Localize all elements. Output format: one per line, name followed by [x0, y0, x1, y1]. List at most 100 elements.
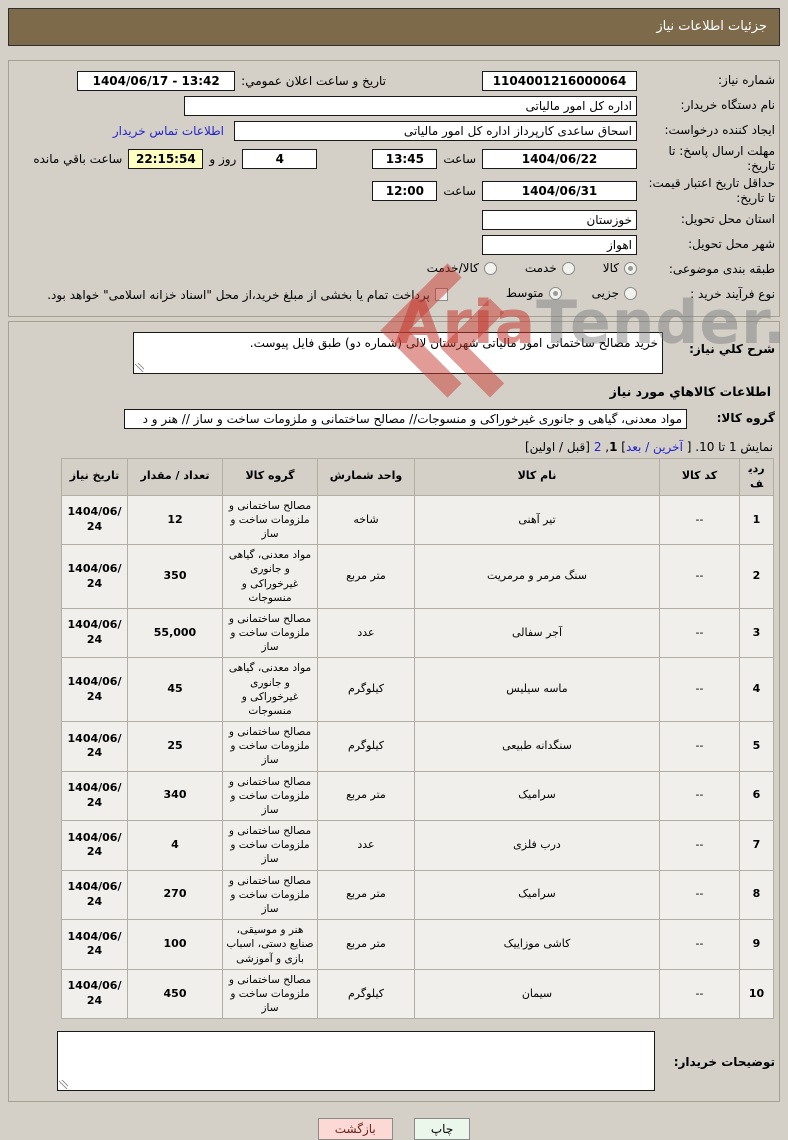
notes-textarea[interactable]: [57, 1031, 655, 1092]
radio-option[interactable]: خدمت: [525, 261, 575, 275]
print-button[interactable]: چاپ: [413, 1118, 471, 1140]
table-cell: 340: [127, 770, 223, 822]
treasury-checkbox[interactable]: [434, 288, 448, 301]
radio-option[interactable]: جزیی: [592, 286, 637, 300]
validity-time-field[interactable]: 12:00: [372, 181, 438, 201]
table-cell: 1404/06/24: [61, 968, 128, 1020]
goods-table-header-cell: نام کالا: [414, 458, 660, 496]
table-cell: سرامیک: [414, 869, 660, 921]
deadline-date-field[interactable]: 1404/06/22: [482, 149, 637, 169]
table-cell: 8: [739, 869, 774, 921]
validity-hour-label: ساعت: [443, 184, 476, 198]
pagination-showing: نمایش 1 تا 10.: [695, 440, 773, 454]
need-number-field[interactable]: 1104001216000064: [482, 70, 637, 91]
back-button[interactable]: بازگشت: [317, 1118, 393, 1140]
description-textarea[interactable]: خرید مصالح ساختمانی امور مالیاتی شهرستان…: [133, 332, 663, 374]
need-number-label: شماره نیاز:: [718, 73, 775, 87]
table-cell: عدد: [317, 820, 415, 871]
goods-table-header-cell: کد کالا: [659, 458, 740, 496]
province-field[interactable]: خوزستان: [482, 209, 637, 230]
table-row: 8 -- سرامیک متر مربع مصالح ساختمانی و ملزوما…: [61, 869, 774, 921]
goods-section-title: اطلاعات کالاهاي مورد نیاز: [609, 384, 771, 399]
table-row: 5 -- سنگدانه طبیعی کیلوگرم مصالح ساختمانی و …: [61, 721, 774, 772]
pagination-last-next-link[interactable]: آخرین / بعد: [625, 440, 683, 454]
page-title: جزئیات اطلاعات نیاز: [8, 8, 780, 46]
table-cell: مصالح ساختمانی و ملزومات ساخت و ساز: [222, 770, 318, 822]
request-info-panel: شماره نیاز: 1104001216000064 تاریخ و ساع…: [8, 60, 780, 317]
table-cell: --: [659, 820, 740, 871]
pagination-page-2-link[interactable]: 2: [593, 440, 602, 454]
radio-button-icon[interactable]: [561, 261, 575, 275]
table-cell: مصالح ساختمانی و ملزومات ساخت و ساز: [222, 968, 318, 1020]
creator-field[interactable]: اسحاق ساعدی کارپرداز اداره کل امور مالیا…: [234, 120, 637, 141]
buyer-org-row: نام دستگاه خریدار: اداره کل امور مالیاتی: [13, 94, 775, 117]
table-row: 4 -- ماسه سیلیس کیلوگرم مواد معدنی، گیاهی و …: [61, 657, 774, 723]
deadline-label: مهلت ارسال پاسخ: تا تاریخ:: [668, 144, 775, 173]
table-cell: کیلوگرم: [317, 968, 415, 1020]
table-cell: مصالح ساختمانی و ملزومات ساخت و ساز: [222, 494, 318, 546]
classification-radio-group: کالا خدمت کالا/خدمت: [399, 261, 637, 278]
table-cell: --: [659, 607, 740, 659]
table-cell: 6: [739, 770, 774, 822]
buyer-org-field[interactable]: اداره کل امور مالیاتی: [184, 95, 637, 116]
goods-table-header-cell: ردیف: [739, 458, 774, 496]
validity-row: حداقل تاریخ اعتبار قیمت: تا تاریخ: 1404/…: [13, 176, 775, 206]
table-cell: 10: [739, 968, 774, 1020]
table-cell: --: [659, 494, 740, 546]
radio-option[interactable]: متوسط: [506, 286, 562, 300]
radio-button-icon[interactable]: [483, 261, 497, 275]
city-label: شهر محل تحویل:: [688, 237, 775, 251]
goods-table-header-cell: واحد شمارش: [317, 458, 415, 496]
deadline-time-field[interactable]: 13:45: [372, 149, 438, 169]
radio-option[interactable]: کالا/خدمت: [427, 261, 497, 275]
table-row: 6 -- سرامیک متر مربع مصالح ساختمانی و ملزوما…: [61, 770, 774, 822]
table-cell: مصالح ساختمانی و ملزومات ساخت و ساز: [222, 869, 318, 921]
radio-option-label: متوسط: [505, 286, 544, 301]
city-row: شهر محل تحویل: اهواز: [13, 233, 775, 256]
city-field[interactable]: اهواز: [482, 234, 637, 255]
announce-datetime-field[interactable]: 1404/06/17 - 13:42: [77, 70, 236, 91]
table-cell: کاشی موزاییک: [414, 919, 660, 970]
table-cell: 55,000: [127, 607, 223, 659]
table-cell: مواد معدنی، گیاهی و جانوری غیرخوراکی و م…: [222, 544, 318, 609]
creator-label: ایجاد کننده درخواست:: [664, 123, 775, 137]
table-cell: 350: [127, 544, 223, 609]
resize-grip-icon[interactable]: [59, 1080, 68, 1090]
table-cell: 1: [739, 494, 774, 546]
table-cell: --: [659, 657, 740, 723]
buyer-contact-link[interactable]: اطلاعات تماس خریدار: [112, 123, 224, 138]
table-cell: مواد معدنی، گیاهی و جانوری غیرخوراکی و م…: [222, 657, 318, 723]
table-cell: کیلوگرم: [317, 657, 415, 723]
buyer-org-label: نام دستگاه خریدار:: [680, 98, 776, 112]
table-cell: 7: [739, 820, 774, 871]
table-cell: 3: [739, 607, 774, 659]
goods-table-header-cell: تعداد / مقدار: [127, 458, 223, 496]
table-cell: 1404/06/24: [61, 607, 128, 659]
table-cell: سرامیک: [414, 770, 660, 822]
table-cell: کیلوگرم: [317, 721, 415, 772]
table-cell: 4: [739, 657, 774, 723]
table-cell: 4: [127, 820, 223, 871]
table-cell: 25: [127, 721, 223, 772]
table-cell: متر مربع: [317, 544, 415, 609]
radio-button-icon[interactable]: [624, 261, 637, 275]
group-field[interactable]: مواد معدنی، گیاهی و جانوری غیرخوراکی و م…: [124, 408, 687, 429]
resize-grip-icon[interactable]: [135, 363, 144, 372]
table-cell: مصالح ساختمانی و ملزومات ساخت و ساز: [222, 721, 318, 772]
radio-option[interactable]: کالا: [603, 261, 637, 275]
goods-table-header-cell: گروه کالا: [222, 458, 318, 496]
treasury-checkbox-option[interactable]: پرداخت تمام یا بخشی از مبلغ خرید،از محل …: [47, 288, 448, 302]
validity-date-field[interactable]: 1404/06/31: [482, 181, 637, 201]
table-cell: --: [659, 968, 740, 1020]
table-cell: --: [659, 770, 740, 822]
table-cell: 1404/06/24: [61, 770, 128, 822]
goods-table-body: 1 -- تیر آهنی شاخه مصالح ساختمانی و ملزومات …: [61, 494, 774, 1020]
pagination-current-page: 1: [609, 440, 618, 454]
table-cell: تیر آهنی: [414, 494, 660, 546]
table-cell: آجر سفالی: [414, 607, 660, 659]
radio-button-icon[interactable]: [624, 286, 637, 300]
radio-button-icon[interactable]: [548, 286, 562, 300]
group-label: گروه کالا:: [716, 411, 775, 425]
table-cell: مصالح ساختمانی و ملزومات ساخت و ساز: [222, 607, 318, 659]
table-cell: 1404/06/24: [61, 919, 128, 970]
